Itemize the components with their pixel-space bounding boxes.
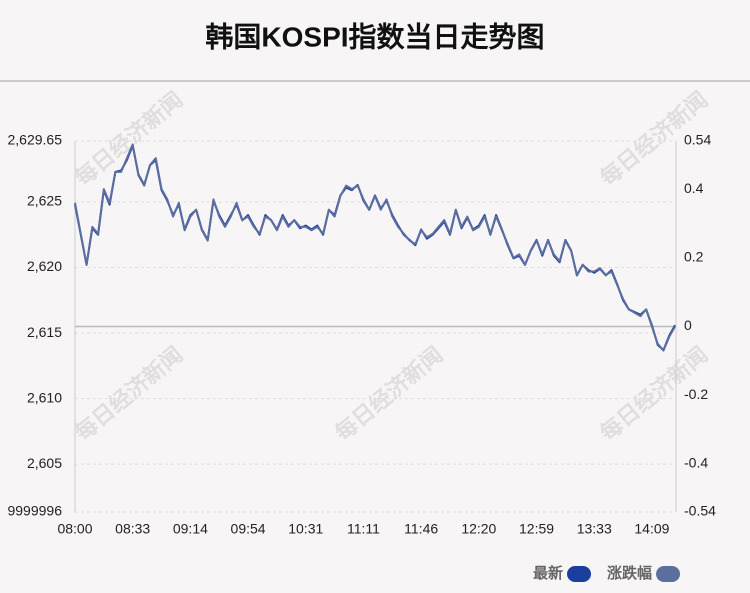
y-tick-label: 9999996 bbox=[7, 503, 62, 519]
y2-tick-label: 0.54 bbox=[684, 132, 711, 148]
y-tick-label: 2,625 bbox=[27, 193, 62, 209]
line-series bbox=[74, 143, 676, 352]
y2-tick-label: 0.4 bbox=[684, 180, 704, 196]
y2-tick-label: -0.54 bbox=[684, 503, 716, 519]
x-tick-label: 08:00 bbox=[57, 521, 92, 537]
y2-tick-label: -0.4 bbox=[684, 455, 708, 471]
x-tick-label: 10:31 bbox=[288, 521, 323, 537]
x-tick-label: 12:59 bbox=[519, 521, 554, 537]
y-tick-label: 2,610 bbox=[27, 389, 62, 405]
x-tick-label: 09:14 bbox=[173, 521, 208, 537]
legend-label: 涨跌幅 bbox=[607, 564, 652, 582]
x-tick-label: 09:54 bbox=[231, 521, 266, 537]
x-tick-label: 08:33 bbox=[115, 521, 150, 537]
y2-tick-label: -0.2 bbox=[684, 386, 708, 402]
y-tick-label: 2,615 bbox=[27, 324, 62, 340]
x-tick-label: 11:46 bbox=[404, 521, 438, 537]
x-tick-label: 13:33 bbox=[577, 521, 612, 537]
x-tick-label: 12:20 bbox=[461, 521, 496, 537]
y-tick-label: 2,620 bbox=[27, 258, 62, 274]
y2-tick-label: 0 bbox=[684, 317, 692, 333]
y2-tick-label: 0.2 bbox=[684, 248, 704, 264]
x-tick-label: 11:11 bbox=[347, 521, 380, 537]
x-tick-label: 14:09 bbox=[634, 521, 669, 537]
y-tick-label: 2,629.65 bbox=[8, 132, 63, 148]
legend-label: 最新 bbox=[533, 564, 563, 582]
legend-swatch bbox=[656, 566, 681, 582]
y-tick-label: 2,605 bbox=[27, 455, 62, 471]
chart-title: 韩国KOSPI指数当日走势图 bbox=[205, 21, 544, 52]
legend-swatch bbox=[567, 566, 592, 582]
